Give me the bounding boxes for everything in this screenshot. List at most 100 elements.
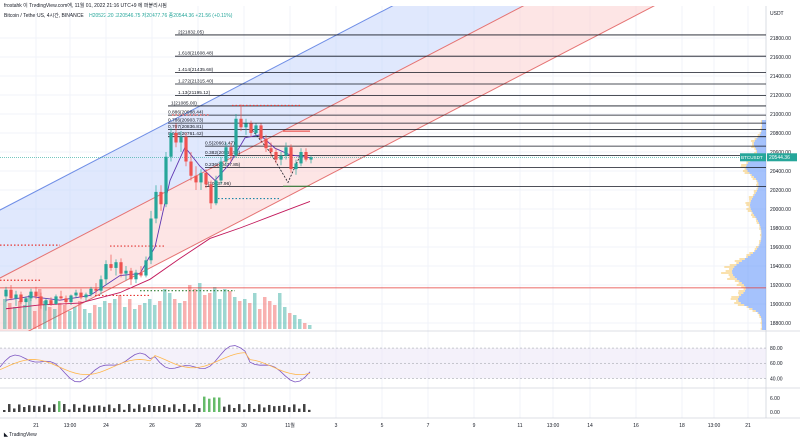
profile-bar — [753, 176, 766, 178]
histogram-bar — [63, 404, 66, 412]
profile-bar-highlight — [756, 220, 758, 222]
profile-bar — [761, 326, 766, 328]
profile-bar-highlight — [725, 270, 733, 272]
time-tick-label: 16 — [633, 423, 639, 429]
oscillator-tick-label: 60.00 — [770, 361, 783, 367]
profile-bar — [761, 328, 766, 330]
profile-bar — [755, 178, 766, 180]
candle-body — [234, 118, 238, 156]
candle-body — [34, 291, 38, 297]
profile-bar-highlight — [730, 298, 739, 300]
fib-label: 1(21085.00) — [171, 100, 197, 106]
profile-bar — [741, 260, 766, 262]
volume-bar — [63, 305, 67, 329]
candle-body — [284, 147, 288, 156]
profile-bar — [756, 218, 766, 220]
profile-bar — [761, 120, 766, 122]
volume-bar — [188, 285, 192, 329]
time-tick-label: 21 — [33, 423, 39, 429]
histogram-bar — [268, 404, 271, 412]
profile-bar-highlight — [749, 200, 751, 202]
candle-body — [14, 294, 18, 299]
candle-body — [184, 136, 188, 162]
candle-body — [209, 184, 213, 204]
profile-bar — [760, 226, 766, 228]
candle-body — [189, 161, 193, 176]
volume-bar — [253, 293, 257, 329]
profile-bar — [755, 216, 766, 218]
profile-bar-highlight — [736, 300, 739, 302]
profile-bar — [741, 282, 766, 284]
histogram-panel: 6.00 0.00 — [3, 396, 780, 416]
volume-bar — [108, 303, 112, 329]
volume-bar — [73, 307, 77, 329]
fib-label: 0.886(20988.44) — [168, 110, 204, 116]
candle-body — [239, 118, 243, 128]
profile-bar-highlight — [760, 238, 762, 240]
profile-bar — [751, 210, 766, 212]
histogram-bar — [238, 404, 241, 412]
fib-label: 0.707(20836.81) — [168, 124, 204, 130]
candle-body — [289, 147, 293, 170]
profile-bar — [732, 270, 766, 272]
volume-bar — [128, 299, 132, 329]
profile-bar-highlight — [756, 184, 759, 186]
candle-body — [74, 292, 78, 296]
profile-bar — [759, 244, 766, 246]
profile-bar — [744, 258, 766, 260]
profile-bar-highlight — [739, 258, 745, 260]
profile-bar-highlight — [751, 140, 755, 142]
candle-body — [214, 180, 218, 204]
profile-bar — [749, 172, 766, 174]
profile-bar-highlight — [750, 174, 752, 176]
profile-bar — [750, 254, 766, 256]
profile-bar-highlight — [752, 144, 754, 146]
volume-bar — [258, 309, 262, 329]
candle-body — [204, 172, 208, 185]
histogram-bar — [233, 408, 236, 412]
histogram-bar — [48, 407, 51, 412]
oscillator-tick-label: 80.00 — [770, 346, 783, 352]
volume-bar — [163, 289, 167, 329]
profile-bar — [745, 290, 766, 292]
candle-body — [69, 295, 73, 303]
profile-bar-highlight — [755, 246, 759, 248]
histogram-bar — [58, 401, 61, 412]
profile-bar-highlight — [756, 222, 759, 224]
time-tick-label: 14 — [587, 423, 593, 429]
fib-label: 0.5(20661.47) — [205, 141, 235, 147]
histogram-bar — [223, 406, 226, 412]
profile-bar — [741, 294, 766, 296]
volume-bar — [263, 297, 267, 329]
profile-bar — [744, 304, 766, 306]
candle-body — [44, 300, 48, 305]
profile-bar-highlight — [724, 266, 735, 268]
tradingview-logo[interactable]: ◣ TradingView — [4, 432, 37, 438]
symbol-name[interactable]: Bitcoin / TetherUS, 4시간, BINANCE — [4, 13, 84, 19]
profile-bar — [761, 126, 766, 128]
profile-bar — [751, 198, 766, 200]
histogram-bar — [143, 407, 146, 412]
volume-bar — [138, 305, 142, 329]
profile-bar — [760, 240, 766, 242]
volume-bar — [153, 305, 157, 329]
profile-bar-highlight — [741, 286, 746, 288]
price-axis[interactable]: 21800.00 21600.00 21400.00 21200.00 21000.00… — [740, 11, 797, 327]
profile-bar — [756, 148, 766, 150]
profile-bar — [756, 138, 766, 140]
profile-bar-highlight — [752, 142, 754, 144]
candle-body — [64, 298, 68, 303]
profile-bar-highlight — [752, 216, 756, 218]
candle-body — [29, 291, 33, 299]
candle-body — [124, 270, 128, 274]
volume-bar — [98, 307, 102, 329]
time-axis[interactable]: 21 13:00 24 26 28 30 11월 3 5 7 9 11 13:00 14 16 18 13:00… — [33, 422, 751, 429]
profile-bar-highlight — [728, 274, 734, 276]
profile-bar-highlight — [738, 282, 742, 284]
candle-body — [219, 161, 223, 181]
candle-body — [294, 163, 298, 170]
profile-bar — [751, 174, 766, 176]
volume-bar — [93, 305, 97, 329]
histogram-bar — [28, 405, 31, 412]
